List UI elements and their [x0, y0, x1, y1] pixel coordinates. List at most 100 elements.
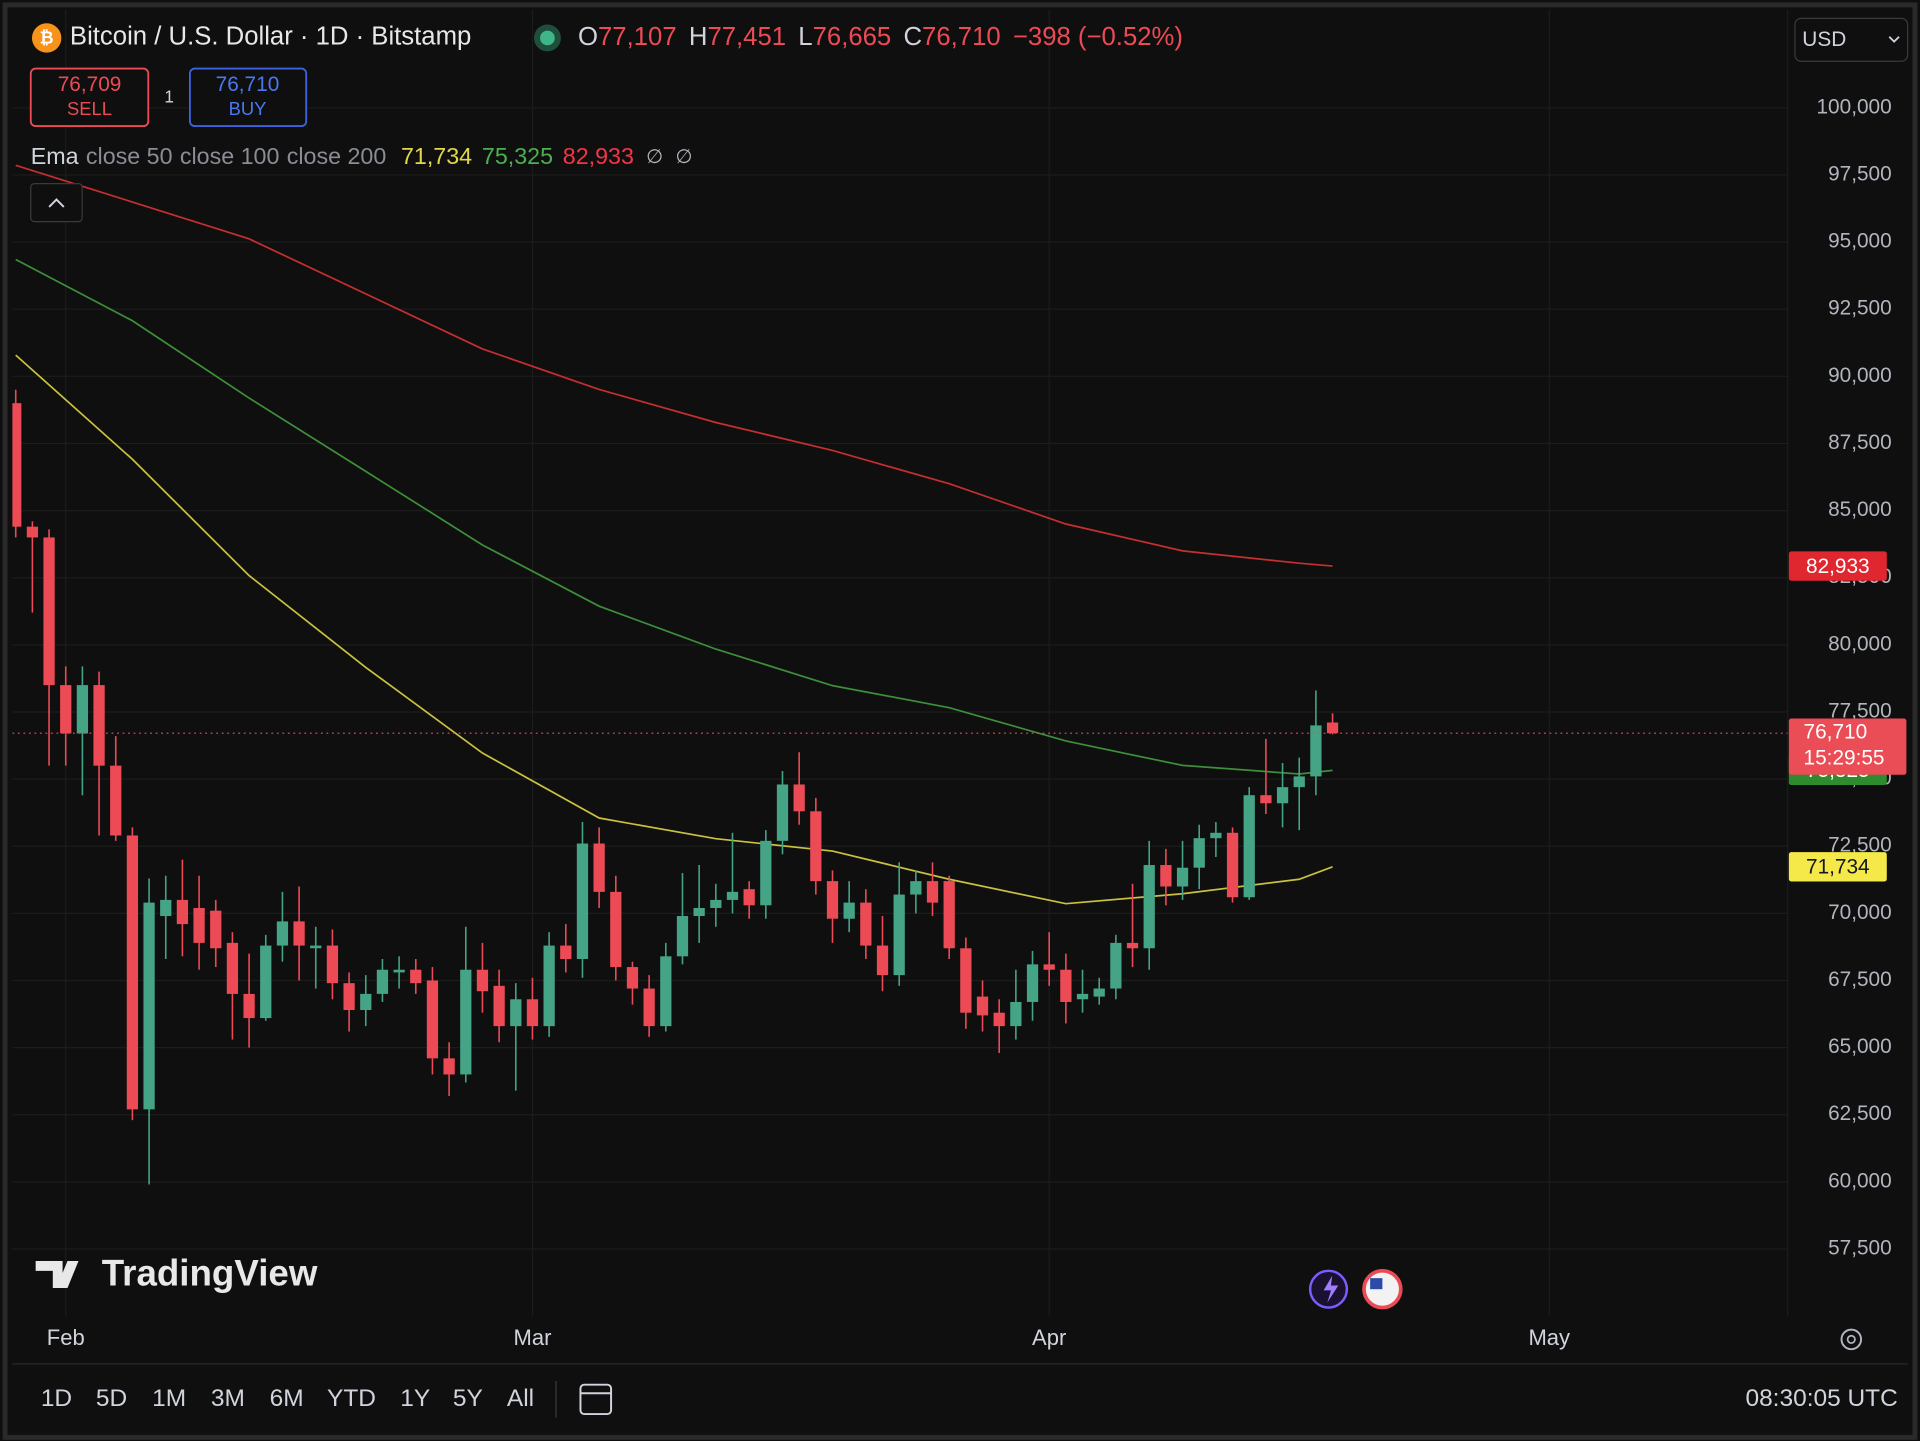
symbol-title[interactable]: Bitcoin / U.S. Dollar · 1D · Bitstamp	[70, 23, 471, 51]
candle-body	[1293, 776, 1305, 788]
candle-body	[593, 843, 605, 892]
range-button[interactable]: 5D	[96, 1385, 127, 1412]
candle-body	[426, 980, 439, 1059]
y-tick-label: 57,500	[1828, 1236, 1892, 1259]
collapse-icon	[48, 198, 65, 208]
range-button[interactable]: 6M	[270, 1385, 304, 1412]
range-button[interactable]: 1M	[152, 1385, 186, 1412]
legend-value: 82,933	[563, 143, 634, 169]
candle-body	[1143, 865, 1155, 949]
candle-body	[993, 1012, 1005, 1027]
candle-body	[726, 891, 739, 900]
date-range-button[interactable]	[579, 1383, 613, 1416]
buy-label: BUY	[229, 98, 267, 119]
range-button[interactable]: YTD	[327, 1385, 376, 1412]
candle-body	[526, 999, 539, 1027]
legend-value: 75,325	[482, 143, 553, 169]
currency-label: USD	[1802, 28, 1846, 51]
candle-body	[1076, 993, 1089, 1000]
candle-body	[1010, 1001, 1022, 1027]
candle-body	[1326, 722, 1339, 734]
candle-body	[393, 969, 405, 973]
candle-body	[126, 835, 139, 1110]
candle-body	[1226, 832, 1239, 898]
candle-body	[1210, 832, 1222, 839]
candle-body	[476, 969, 489, 992]
candle-body	[1110, 942, 1122, 989]
candle-body	[1126, 942, 1139, 949]
y-tick-label: 62,500	[1828, 1102, 1892, 1125]
indicator-name: Ema	[31, 143, 79, 169]
range-button[interactable]: 1D	[41, 1385, 72, 1412]
candle-body	[410, 969, 422, 984]
candle-body	[1060, 969, 1072, 1002]
candle-body	[510, 999, 522, 1027]
candle-body	[12, 403, 22, 527]
settings-button[interactable]	[1840, 1328, 1863, 1351]
candle-body	[443, 1058, 455, 1075]
ohlc-value: 76,665	[813, 23, 892, 51]
y-tick-label: 100,000	[1817, 95, 1892, 118]
candle-body	[743, 889, 755, 906]
candle-body	[43, 537, 55, 686]
candle-body	[1093, 988, 1105, 997]
y-tick-label: 92,500	[1828, 297, 1892, 320]
sell-button[interactable]	[29, 67, 150, 128]
candle-body	[110, 765, 122, 836]
buy-button[interactable]	[188, 67, 308, 128]
currency-caret	[1888, 36, 1900, 43]
ema-line	[15, 258, 1333, 775]
range-button[interactable]: All	[507, 1385, 534, 1412]
range-button[interactable]: 3M	[211, 1385, 245, 1412]
y-tick-label: 72,500	[1828, 834, 1892, 857]
quantity: 1	[164, 86, 174, 106]
price-change: −398 (−0.52%)	[1013, 23, 1183, 51]
candle-body	[1026, 964, 1039, 1002]
candle-body	[176, 899, 189, 925]
x-tick-label: Feb	[47, 1325, 85, 1350]
candle-body	[843, 902, 855, 919]
candle-body	[810, 811, 822, 882]
market-status[interactable]	[540, 30, 555, 46]
indicator-legend[interactable]: Ema close 50 close 100 close 200 71,734 75,32…	[31, 143, 693, 169]
currency-select[interactable]	[1794, 17, 1909, 62]
legend-value: 71,734	[401, 143, 472, 169]
x-tick-label: May	[1528, 1325, 1570, 1350]
candle-body	[260, 945, 272, 1019]
candle-body	[776, 784, 789, 841]
collapse-button[interactable]	[30, 183, 83, 223]
candle-body	[276, 921, 289, 946]
ohlc-value: 77,107	[598, 23, 677, 51]
price-tag	[1788, 551, 1887, 581]
y-tick-label: 70,000	[1828, 901, 1892, 924]
legend-param: close 200	[287, 143, 387, 169]
brand-logo	[35, 1261, 79, 1288]
last-price-tag	[1788, 718, 1907, 775]
candle-body	[860, 902, 872, 946]
range-button[interactable]: 1Y	[400, 1385, 430, 1412]
sell-price: 76,709	[58, 73, 122, 96]
candle-body	[793, 784, 805, 812]
candle-body	[343, 983, 355, 1011]
toolbar: 1D 5D 1M 3M 6M YTD 1Y 5Y All	[41, 1385, 534, 1412]
settings-glyph	[1846, 1334, 1856, 1344]
candle-body	[460, 969, 472, 1075]
candle-body	[1310, 725, 1322, 777]
candle-body	[760, 840, 772, 906]
candle-body	[243, 993, 255, 1019]
legend-flag: ∅	[646, 146, 663, 168]
candle-body	[893, 894, 905, 976]
x-tick-label: Apr	[1032, 1325, 1066, 1350]
candle-body	[360, 993, 372, 1011]
candle-body	[376, 969, 389, 994]
clock: 08:30:05 UTC	[1745, 1385, 1897, 1412]
candle-body	[60, 685, 72, 734]
candle-body	[1193, 838, 1205, 868]
price-tag	[1788, 852, 1887, 882]
ohlc-key: O	[578, 23, 598, 51]
range-button[interactable]: 5Y	[453, 1385, 483, 1412]
